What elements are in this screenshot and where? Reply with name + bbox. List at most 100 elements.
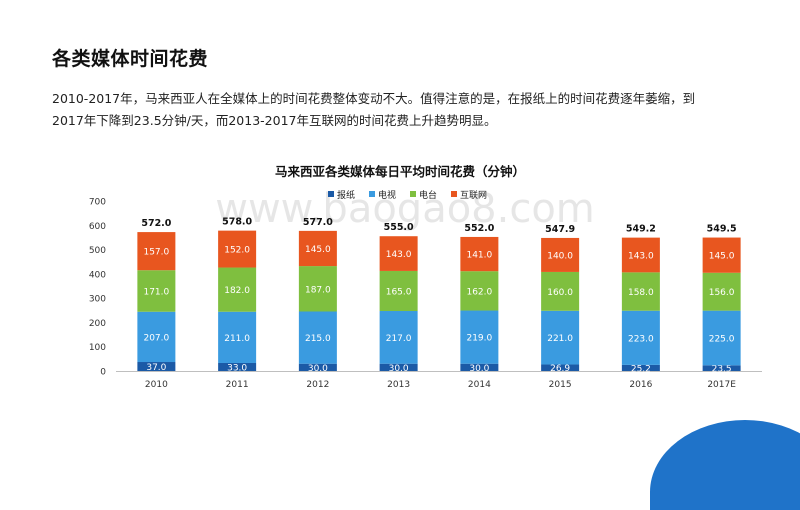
data-label-5-1: 221.0 [547,334,573,344]
total-label-3: 555.0 [384,222,414,233]
data-label-4-2: 162.0 [466,287,492,297]
legend-swatch-3 [451,191,457,197]
data-label-6-2: 158.0 [628,288,654,298]
data-label-7-1: 225.0 [709,334,735,344]
intro-line-2: 2017年下降到23.5分钟/天，而2013-2017年互联网的时间花费上升趋势… [52,113,497,128]
x-tick-label-4: 2014 [468,380,491,390]
bar-segment-2015-1 [541,310,580,365]
bar-segment-2011-3 [218,230,257,268]
x-tick-label-5: 2015 [549,380,572,390]
y-tick-label-3: 300 [89,295,106,305]
x-tick-label-0: 2010 [145,380,168,390]
bar-segment-2013-2 [379,270,418,312]
y-tick-label-2: 200 [89,319,106,329]
total-label-5: 547.9 [545,224,575,235]
data-label-6-3: 143.0 [628,251,654,261]
data-label-0-2: 171.0 [143,287,169,297]
total-label-6: 549.2 [626,224,656,235]
bar-segment-2013-0 [379,363,418,371]
data-label-0-0: 37.0 [146,363,166,373]
data-label-6-1: 223.0 [628,334,654,344]
x-tick-label-2: 2012 [306,380,329,390]
bar-segment-2013-1 [379,311,418,364]
bar-segment-2016-2 [621,272,660,311]
x-tick-label-1: 2011 [226,380,249,390]
bar-segment-2016-3 [621,237,660,273]
stacked-bar-chart: www.baogao8.com 马来西亚各类媒体每日平均时间花费（分钟） 报纸 电视 电… [89,164,762,390]
bar-segment-2010-1 [137,311,176,363]
bar-segment-2017E-0 [702,365,741,371]
bar-segment-2015-3 [541,237,580,272]
total-label-0: 572.0 [141,218,171,229]
bar-segment-2010-2 [137,270,176,312]
intro-line-1: 2010-2017年，马来西亚人在全媒体上的时间花费整体变动不大。值得注意的是，… [52,91,696,106]
bar-segment-2010-3 [137,232,176,271]
data-label-7-3: 145.0 [709,252,735,262]
bar-segment-2017E-3 [702,237,741,273]
intro-paragraph: 2010-2017年，马来西亚人在全媒体上的时间花费整体变动不大。值得注意的是，… [52,88,752,132]
x-tick-label-3: 2013 [387,380,410,390]
data-label-5-0: 26.9 [550,364,570,374]
bar-segment-2013-3 [379,236,418,271]
total-label-1: 578.0 [222,217,252,228]
data-label-3-1: 217.0 [386,334,412,344]
bar-segment-2014-0 [460,363,499,371]
total-label-4: 552.0 [464,223,494,234]
data-label-3-3: 143.0 [386,250,412,260]
legend-label-2: 电台 [419,189,437,201]
data-label-3-2: 165.0 [386,287,412,297]
bar-segment-2012-3 [298,230,337,267]
bar-segment-2010-0 [137,362,176,371]
data-label-5-3: 140.0 [547,251,573,261]
legend-label-0: 报纸 [337,189,355,201]
data-label-1-0: 33.0 [227,363,247,373]
bar-segment-2012-0 [298,363,337,371]
data-label-6-0: 25.2 [631,364,651,374]
bar-segment-2012-2 [298,266,337,312]
bar-segment-2014-2 [460,271,499,311]
legend-swatch-1 [369,191,375,197]
y-tick-label-1: 100 [89,343,106,353]
bar-segment-2017E-1 [702,310,741,366]
legend-label-3: 互联网 [460,190,487,201]
data-label-4-0: 30.0 [469,364,489,374]
total-label-7: 549.5 [707,224,737,235]
data-label-2-2: 187.0 [305,285,331,295]
bar-segment-2011-0 [218,362,257,371]
page-title: 各类媒体时间花费 [52,48,209,70]
data-label-2-0: 30.0 [308,364,328,374]
data-label-0-3: 157.0 [143,248,169,258]
chart-title: 马来西亚各类媒体每日平均时间花费（分钟） [275,164,525,179]
bar-segment-2016-0 [621,364,660,371]
total-label-2: 577.0 [303,217,333,228]
bar-segment-2017E-2 [702,272,741,311]
data-label-3-0: 30.0 [389,364,409,374]
data-label-0-1: 207.0 [143,333,169,343]
bar-segment-2014-1 [460,310,499,364]
bar-segment-2014-3 [460,236,499,272]
legend-swatch-0 [328,191,334,197]
bar-segment-2015-2 [541,271,580,311]
bar-segment-2015-0 [541,364,580,371]
bar-segment-2012-1 [298,311,337,364]
data-label-4-3: 141.0 [466,251,492,261]
y-tick-label-7: 700 [89,198,106,208]
x-tick-label-6: 2016 [629,380,652,390]
data-label-5-2: 160.0 [547,288,573,298]
bar-segment-2011-2 [218,267,257,312]
data-label-4-1: 219.0 [466,334,492,344]
data-label-7-2: 156.0 [709,288,735,298]
y-tick-label-0: 0 [100,368,106,378]
watermark-text: www.baogao8.com [215,186,595,232]
data-label-2-1: 215.0 [305,334,331,344]
y-tick-label-6: 600 [89,222,106,232]
y-tick-label-5: 500 [89,246,106,256]
data-label-7-0: 23.5 [712,365,732,375]
data-label-1-3: 152.0 [224,246,250,256]
y-tick-label-4: 400 [89,270,106,280]
bar-segment-2016-1 [621,310,660,365]
bar-segment-2011-1 [218,311,257,363]
x-tick-label-7: 2017E [707,380,736,390]
legend-swatch-2 [410,191,416,197]
legend-label-1: 电视 [378,189,396,201]
